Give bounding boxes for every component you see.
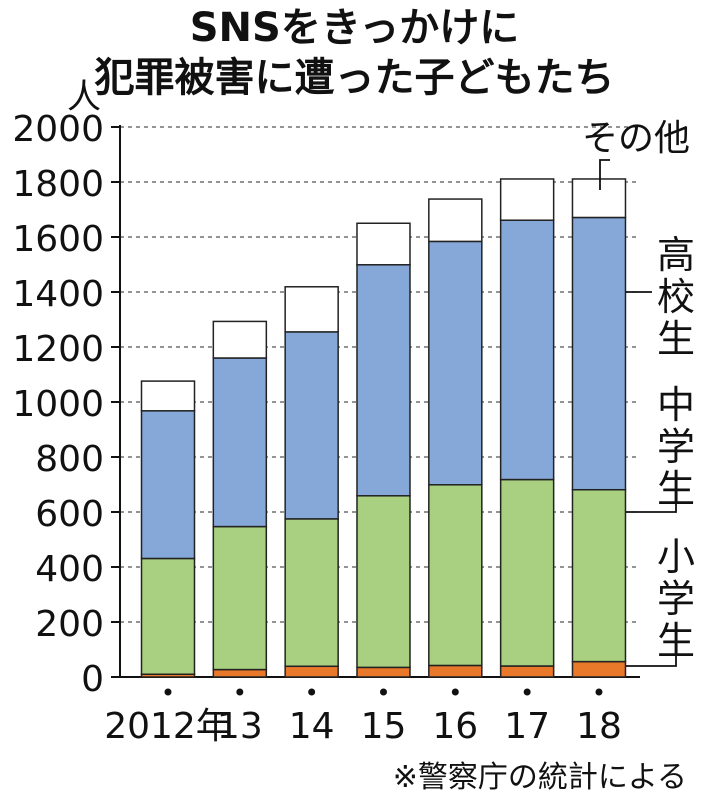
bar-sonota-3: [356, 222, 411, 266]
x-tick-dot-4: [451, 688, 459, 696]
bar-chugakusei-5: [499, 478, 555, 667]
bar-sonota-1: [212, 320, 268, 359]
x-tick-dot-5: [523, 688, 531, 696]
bar-shogakusei-2: [284, 665, 339, 678]
y-tick-label-1400: 1400: [12, 274, 104, 315]
x-tick-dot-0: [164, 688, 172, 696]
bar-chugakusei-0: [140, 557, 196, 675]
bar-shogakusei-1: [212, 668, 268, 678]
y-tick-label-600: 600: [35, 494, 104, 535]
y-tick-label-0: 0: [81, 659, 104, 700]
bar-shogakusei-5: [499, 665, 555, 678]
x-tick-dot-3: [379, 688, 387, 696]
bar-kokosei-5: [499, 219, 555, 481]
series-label-shogakusei-char-2: 生: [657, 619, 695, 663]
x-tick-dot-1: [236, 688, 244, 696]
bar-chugakusei-1: [212, 525, 268, 671]
x-tick-label-4: 16: [432, 706, 478, 747]
series-label-kokosei-char-1: 校: [657, 275, 695, 319]
chart-title-line-1: SNSをきっかけに: [189, 5, 520, 51]
bar-kokosei-6: [571, 216, 627, 491]
bar-kokosei-4: [428, 240, 483, 486]
series-label-kokosei-char-2: 生: [657, 317, 695, 361]
leader-chugakusei: [626, 496, 677, 513]
series-label-chugakusei-char-1: 学: [657, 425, 695, 469]
bar-sonota-0: [140, 380, 196, 412]
y-tick-label-400: 400: [35, 549, 104, 590]
y-tick-label-1600: 1600: [12, 219, 104, 260]
y-tick-label-1200: 1200: [12, 329, 104, 370]
y-axis-unit-label: 人: [67, 77, 101, 117]
bar-sonota-5: [499, 178, 555, 221]
series-label-chugakusei-char-0: 中: [657, 383, 695, 427]
bar-chugakusei-4: [428, 484, 483, 667]
x-tick-dot-2: [308, 688, 316, 696]
bar-sonota-6: [571, 178, 627, 219]
x-tick-label-5: 17: [504, 706, 550, 747]
leader-shogakusei: [626, 648, 677, 667]
x-tick-label-3: 15: [361, 706, 407, 747]
series-label-shogakusei-char-0: 小: [657, 535, 695, 579]
bar-sonota-2: [284, 286, 339, 333]
bar-chugakusei-6: [571, 488, 627, 663]
bar-kokosei-1: [212, 357, 268, 528]
x-tick-label-0: 2012年: [104, 706, 232, 747]
bar-shogakusei-3: [356, 666, 411, 678]
bar-kokosei-3: [356, 264, 411, 497]
bar-chugakusei-2: [284, 518, 339, 668]
y-tick-label-1800: 1800: [12, 164, 104, 205]
chart-title-line-2: 犯罪被害に遭った子どもたち: [94, 55, 615, 101]
y-tick-label-1000: 1000: [12, 384, 104, 425]
leader-sonota: [599, 159, 610, 190]
series-label-shogakusei-char-1: 学: [657, 577, 695, 621]
bar-shogakusei-6: [571, 660, 627, 678]
series-label-chugakusei-char-2: 生: [657, 467, 695, 511]
x-tick-label-2: 14: [289, 706, 335, 747]
y-tick-label-2000: 2000: [12, 109, 104, 150]
x-tick-label-1: 13: [217, 706, 263, 747]
x-tick-dot-6: [595, 688, 603, 696]
bar-sonota-4: [428, 198, 483, 243]
bar-kokosei-2: [284, 331, 339, 520]
bar-kokosei-0: [140, 410, 196, 560]
y-tick-label-800: 800: [35, 439, 104, 480]
x-tick-label-6: 18: [576, 706, 622, 747]
bar-shogakusei-4: [428, 664, 483, 678]
source-note: ※警察庁の統計による: [392, 760, 687, 795]
bar-chugakusei-3: [356, 495, 411, 669]
y-tick-label-200: 200: [35, 604, 104, 645]
series-label-kokosei-char-0: 高: [657, 233, 695, 277]
series-label-sonota: その他: [582, 118, 690, 159]
